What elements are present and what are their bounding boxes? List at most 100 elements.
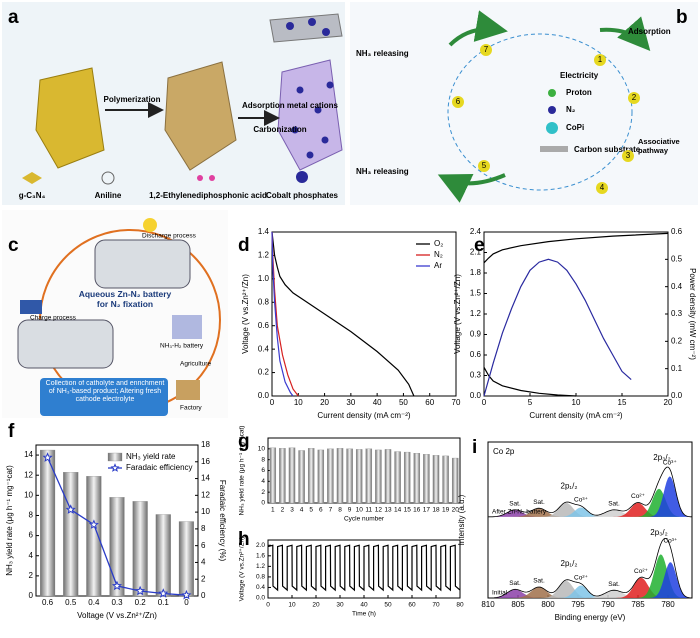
panel-label: f bbox=[8, 421, 15, 442]
x-tick-label: 19 bbox=[442, 507, 450, 514]
x-tick-label: 18 bbox=[432, 507, 440, 514]
label: Factory bbox=[180, 405, 202, 412]
legend-label: N₂ bbox=[434, 250, 443, 259]
y-tick-label: 1.0 bbox=[258, 274, 270, 283]
bar bbox=[86, 476, 102, 597]
sheet bbox=[35, 67, 105, 169]
bar bbox=[423, 454, 430, 504]
y2-axis-label: Power density (mW cm⁻²) bbox=[688, 268, 697, 360]
y-axis-label: Intensity (a.u.) bbox=[457, 494, 466, 545]
bar bbox=[336, 448, 344, 504]
x-tick-label: 790 bbox=[601, 600, 615, 609]
x-tick-label: 60 bbox=[408, 602, 416, 609]
x-tick-label: 10 bbox=[288, 602, 296, 609]
marker bbox=[181, 589, 192, 600]
peak-label: Co³⁺ bbox=[663, 460, 677, 467]
x-tick-label: 10 bbox=[356, 507, 364, 514]
x-tick-label: 5 bbox=[528, 398, 533, 407]
step: 2 bbox=[632, 93, 637, 102]
step: 7 bbox=[484, 45, 489, 54]
x-tick-label: 20 bbox=[452, 507, 460, 514]
x-tick-label: 800 bbox=[541, 600, 555, 609]
envelope bbox=[488, 537, 692, 599]
label: Aqueous Zn-N₂ battery for N₂ fixation bbox=[78, 290, 172, 309]
x-tick-label: 40 bbox=[373, 398, 382, 407]
panel-b: b Adsorption NH₃ releasing NH₃ releasing… bbox=[350, 2, 698, 205]
x-tick-label: 9 bbox=[348, 507, 352, 514]
y-tick-label: 10 bbox=[24, 490, 33, 499]
legend-label: Ar bbox=[434, 261, 442, 270]
bar bbox=[298, 450, 305, 504]
bar bbox=[307, 448, 315, 504]
peak-component bbox=[488, 562, 692, 598]
y2-tick-label: 6 bbox=[201, 541, 206, 550]
y-tick-label: 1.2 bbox=[470, 309, 482, 318]
peak-label: Sat. bbox=[509, 501, 521, 508]
y-tick-label: 14 bbox=[24, 450, 33, 459]
y-tick-label: 0.6 bbox=[258, 321, 270, 330]
bar bbox=[63, 472, 79, 597]
bar bbox=[384, 449, 392, 504]
y-axis-label: Voltage (V vs.Zn²⁺/Zn) bbox=[453, 274, 462, 354]
x-tick-label: 50 bbox=[399, 398, 408, 407]
panel-label: d bbox=[238, 235, 250, 256]
x-tick-label: 0.1 bbox=[158, 598, 170, 607]
peak-label: Sat. bbox=[533, 499, 545, 506]
annotation: 2p₁/₂ bbox=[561, 481, 578, 490]
x-axis-label: Binding energy (eV) bbox=[555, 613, 626, 622]
particles bbox=[286, 18, 330, 36]
x-tick-label: 0.3 bbox=[111, 598, 123, 607]
label: Electricity bbox=[560, 71, 599, 80]
y-tick-label: 0.4 bbox=[256, 584, 265, 591]
y2-tick-label: 10 bbox=[201, 507, 210, 516]
icon bbox=[546, 122, 558, 134]
panel-label: g bbox=[238, 431, 250, 452]
y2-tick-label: 18 bbox=[201, 440, 210, 449]
annotation: 2p₁/₂ bbox=[561, 559, 578, 568]
bulb bbox=[143, 218, 157, 232]
bar bbox=[288, 447, 296, 504]
y-tick-label: 0.8 bbox=[258, 297, 270, 306]
peak-label: Sat. bbox=[533, 578, 545, 585]
y2-tick-label: 4 bbox=[201, 558, 206, 567]
label-box: Aqueous Zn-N₂ battery for N₂ fixation bbox=[78, 290, 172, 309]
bar bbox=[432, 455, 440, 504]
step-label: Polymerization bbox=[104, 95, 161, 104]
bar bbox=[109, 497, 125, 597]
x-axis-label: Time (h) bbox=[352, 611, 376, 618]
label: Adsorption bbox=[628, 27, 671, 36]
icon bbox=[548, 89, 556, 97]
y2-tick-label: 8 bbox=[201, 524, 206, 533]
y2-tick-label: 0.0 bbox=[671, 391, 683, 400]
icon bbox=[101, 171, 115, 185]
x-tick-label: 0 bbox=[270, 398, 275, 407]
bar bbox=[355, 449, 363, 504]
bar bbox=[155, 514, 171, 597]
y-tick-label: 8 bbox=[261, 456, 265, 463]
plot-frame bbox=[267, 437, 461, 504]
label: NH₃ releasing bbox=[356, 49, 409, 58]
y-tick-label: 2.0 bbox=[256, 542, 265, 549]
legend-label: Aniline bbox=[95, 191, 122, 200]
y2-tick-label: 2 bbox=[201, 574, 206, 583]
particles bbox=[291, 81, 334, 159]
y-axis-label: NH₃ yield rate (μg h⁻¹ mg⁻¹cat) bbox=[239, 426, 246, 516]
line bbox=[271, 231, 294, 397]
label: Associative pathway bbox=[638, 138, 680, 155]
x-tick-label: 16 bbox=[413, 507, 421, 514]
legend-swatch bbox=[107, 452, 123, 462]
peak-label: Co²⁺ bbox=[631, 493, 645, 500]
x-tick-label: 780 bbox=[661, 600, 675, 609]
x-tick-label: 0.2 bbox=[135, 598, 147, 607]
plot-frame bbox=[271, 231, 457, 397]
step: 1 bbox=[598, 55, 603, 64]
y-tick-label: 0.6 bbox=[470, 350, 482, 359]
label-box: Collection of catholyte and enrichment o… bbox=[46, 380, 165, 403]
x-tick-label: 20 bbox=[664, 398, 673, 407]
panel-label: i bbox=[472, 437, 477, 458]
x-tick-label: 7 bbox=[329, 507, 333, 514]
line bbox=[483, 232, 669, 264]
label: Carbon substrate bbox=[574, 145, 641, 154]
icon bbox=[172, 315, 202, 339]
arrow bbox=[599, 16, 651, 51]
